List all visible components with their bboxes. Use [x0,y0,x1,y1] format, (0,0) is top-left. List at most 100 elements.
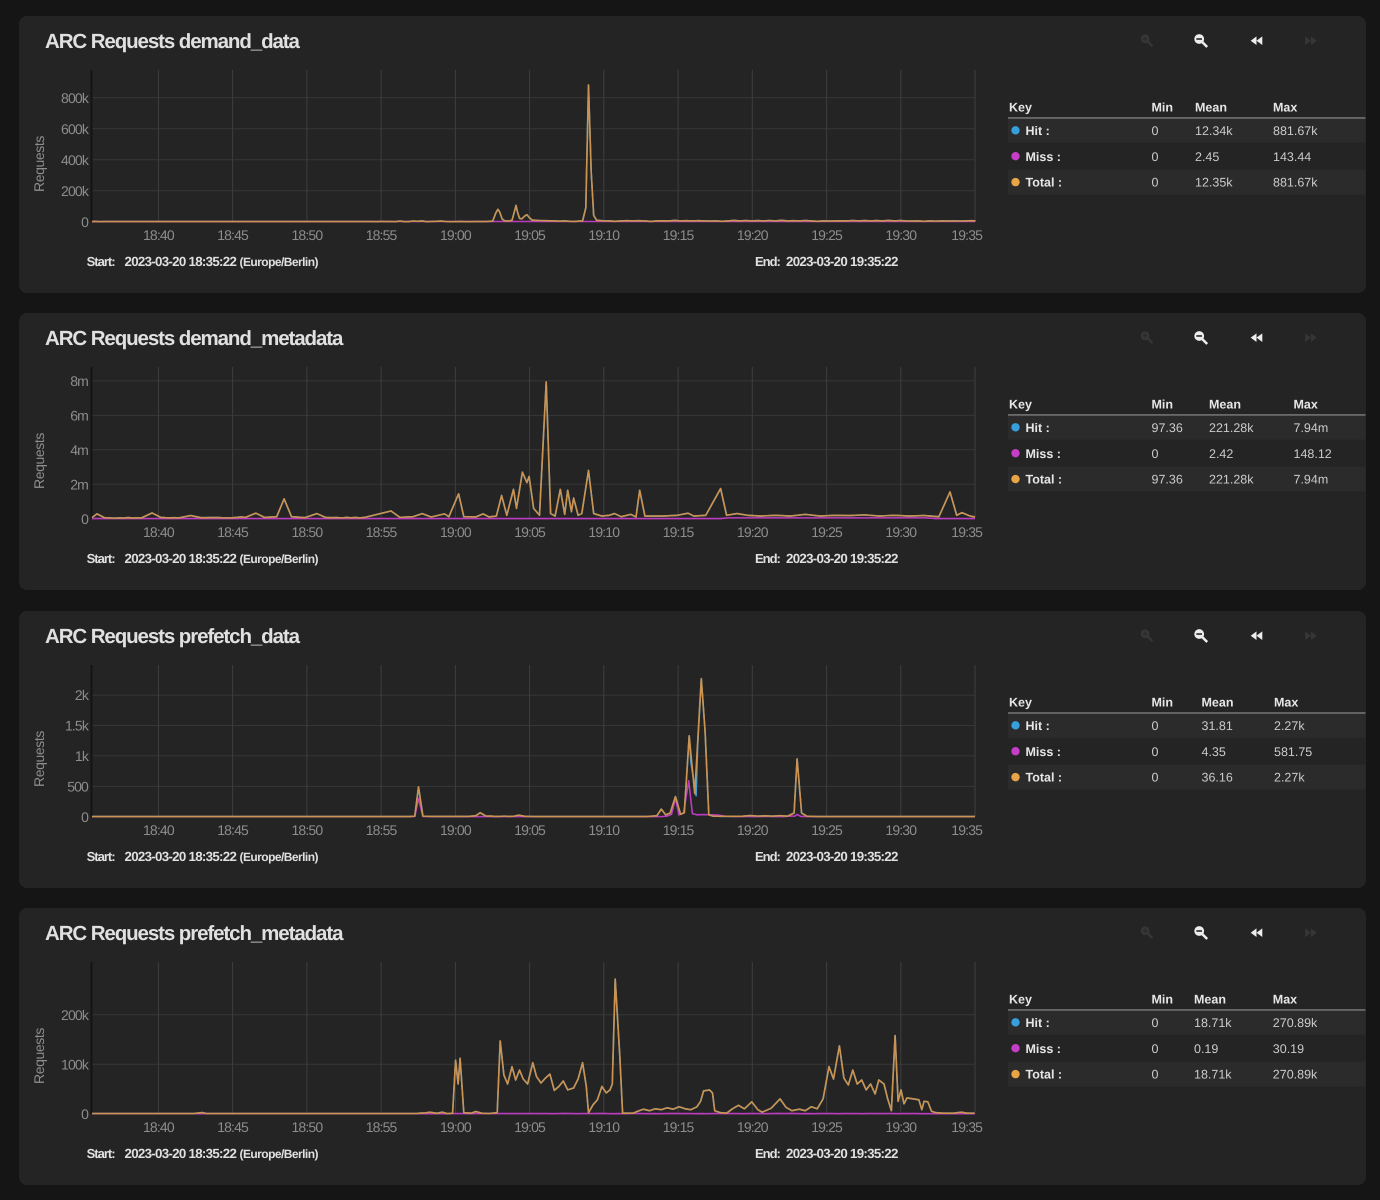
svg-text:0: 0 [1152,176,1159,190]
svg-text:143.44: 143.44 [1273,150,1311,164]
svg-text:18.71k: 18.71k [1194,1016,1232,1030]
svg-text:600k: 600k [61,121,90,137]
svg-text:19:30: 19:30 [885,822,917,838]
svg-text:Max: Max [1273,100,1297,114]
svg-text:Min: Min [1152,992,1174,1006]
svg-text:0: 0 [1152,770,1159,784]
svg-text:19:10: 19:10 [588,227,620,243]
svg-text:2.45: 2.45 [1195,150,1219,164]
svg-text:Max: Max [1273,992,1297,1006]
svg-text:2.27k: 2.27k [1274,719,1305,733]
svg-text:Key: Key [1009,695,1032,709]
svg-text:2023-03-20 19:35:22: 2023-03-20 19:35:22 [786,848,898,863]
svg-text:19:30: 19:30 [885,227,917,243]
svg-text:0: 0 [81,1106,89,1122]
svg-text:Requests: Requests [31,136,47,192]
svg-text:0: 0 [81,511,89,527]
svg-text:Miss :: Miss : [1026,1042,1061,1056]
svg-text:19:05: 19:05 [514,524,546,540]
svg-text:4m: 4m [70,442,88,458]
svg-text:18:55: 18:55 [366,1119,398,1135]
svg-text:Total :: Total : [1026,770,1063,784]
svg-text:Min: Min [1152,695,1174,709]
svg-text:221.28k: 221.28k [1209,473,1254,487]
svg-text:0: 0 [81,214,89,230]
svg-text:End:: End: [755,254,781,269]
svg-text:Mean: Mean [1195,100,1227,114]
svg-text:18:55: 18:55 [366,524,398,540]
svg-text:0: 0 [1152,124,1159,138]
svg-text:19:00: 19:00 [440,1119,472,1135]
svg-text:1.5k: 1.5k [65,717,90,733]
svg-text:ARC Requests demand_metadata: ARC Requests demand_metadata [45,327,344,350]
svg-text:1k: 1k [75,748,90,764]
svg-text:18:45: 18:45 [217,1119,249,1135]
svg-text:Key: Key [1009,100,1032,114]
svg-text:Mean: Mean [1194,992,1226,1006]
svg-text:Mean: Mean [1202,695,1234,709]
svg-text:31.81: 31.81 [1202,719,1233,733]
svg-text:18:50: 18:50 [292,524,324,540]
svg-text:2.42: 2.42 [1209,447,1233,461]
svg-text:2023-03-20 18:35:22: 2023-03-20 18:35:22 [125,1146,237,1161]
svg-text:19:25: 19:25 [811,822,843,838]
svg-text:Start:: Start: [87,551,116,566]
svg-text:19:25: 19:25 [811,524,843,540]
svg-text:19:20: 19:20 [737,822,769,838]
svg-text:2023-03-20 18:35:22: 2023-03-20 18:35:22 [125,848,237,863]
svg-text:19:05: 19:05 [514,1119,546,1135]
svg-text:19:30: 19:30 [885,1119,917,1135]
svg-text:881.67k: 881.67k [1273,124,1318,138]
svg-text:12.34k: 12.34k [1195,124,1233,138]
svg-text:End:: End: [755,1146,781,1161]
svg-text:18:50: 18:50 [292,822,324,838]
svg-text:0: 0 [81,808,89,824]
svg-text:6m: 6m [70,408,88,424]
svg-text:Min: Min [1152,100,1174,114]
svg-text:2023-03-20 19:35:22: 2023-03-20 19:35:22 [786,551,898,566]
svg-text:19:30: 19:30 [885,524,917,540]
svg-text:18:40: 18:40 [143,1119,175,1135]
svg-text:400k: 400k [61,152,90,168]
svg-text:7.94m: 7.94m [1294,473,1329,487]
svg-text:0: 0 [1152,719,1159,733]
svg-text:19:10: 19:10 [588,822,620,838]
svg-text:Total :: Total : [1026,1068,1063,1082]
svg-text:Miss :: Miss : [1026,447,1061,461]
svg-text:Hit :: Hit : [1026,1016,1050,1030]
svg-text:18:45: 18:45 [217,822,249,838]
svg-text:18:55: 18:55 [366,822,398,838]
svg-text:0.19: 0.19 [1194,1042,1218,1056]
svg-text:2.27k: 2.27k [1274,770,1305,784]
svg-text:18:50: 18:50 [292,227,324,243]
svg-text:18:40: 18:40 [143,524,175,540]
svg-text:19:25: 19:25 [811,1119,843,1135]
svg-text:221.28k: 221.28k [1209,421,1254,435]
svg-text:4.35: 4.35 [1202,744,1226,758]
svg-text:ARC Requests prefetch_metadata: ARC Requests prefetch_metadata [45,922,344,945]
svg-text:19:35: 19:35 [951,822,983,838]
svg-text:800k: 800k [61,90,90,106]
svg-text:(Europe/Berlin): (Europe/Berlin) [240,1147,319,1161]
svg-text:2023-03-20 18:35:22: 2023-03-20 18:35:22 [125,551,237,566]
svg-text:End:: End: [755,551,781,566]
svg-text:18:50: 18:50 [292,1119,324,1135]
svg-text:881.67k: 881.67k [1273,176,1318,190]
svg-text:2023-03-20 18:35:22: 2023-03-20 18:35:22 [125,254,237,269]
svg-text:(Europe/Berlin): (Europe/Berlin) [240,552,319,566]
svg-text:30.19: 30.19 [1273,1042,1304,1056]
svg-text:19:20: 19:20 [737,227,769,243]
svg-text:ARC Requests demand_data: ARC Requests demand_data [45,30,301,53]
svg-text:18:45: 18:45 [217,227,249,243]
svg-text:36.16: 36.16 [1202,770,1233,784]
svg-text:Max: Max [1294,398,1318,412]
svg-text:Start:: Start: [87,1146,116,1161]
svg-text:2023-03-20 19:35:22: 2023-03-20 19:35:22 [786,1146,898,1161]
svg-text:19:15: 19:15 [663,227,695,243]
svg-text:Key: Key [1009,398,1032,412]
svg-text:19:00: 19:00 [440,524,472,540]
svg-text:19:35: 19:35 [951,524,983,540]
svg-text:0: 0 [1152,744,1159,758]
svg-text:Mean: Mean [1209,398,1241,412]
svg-text:Min: Min [1152,398,1174,412]
